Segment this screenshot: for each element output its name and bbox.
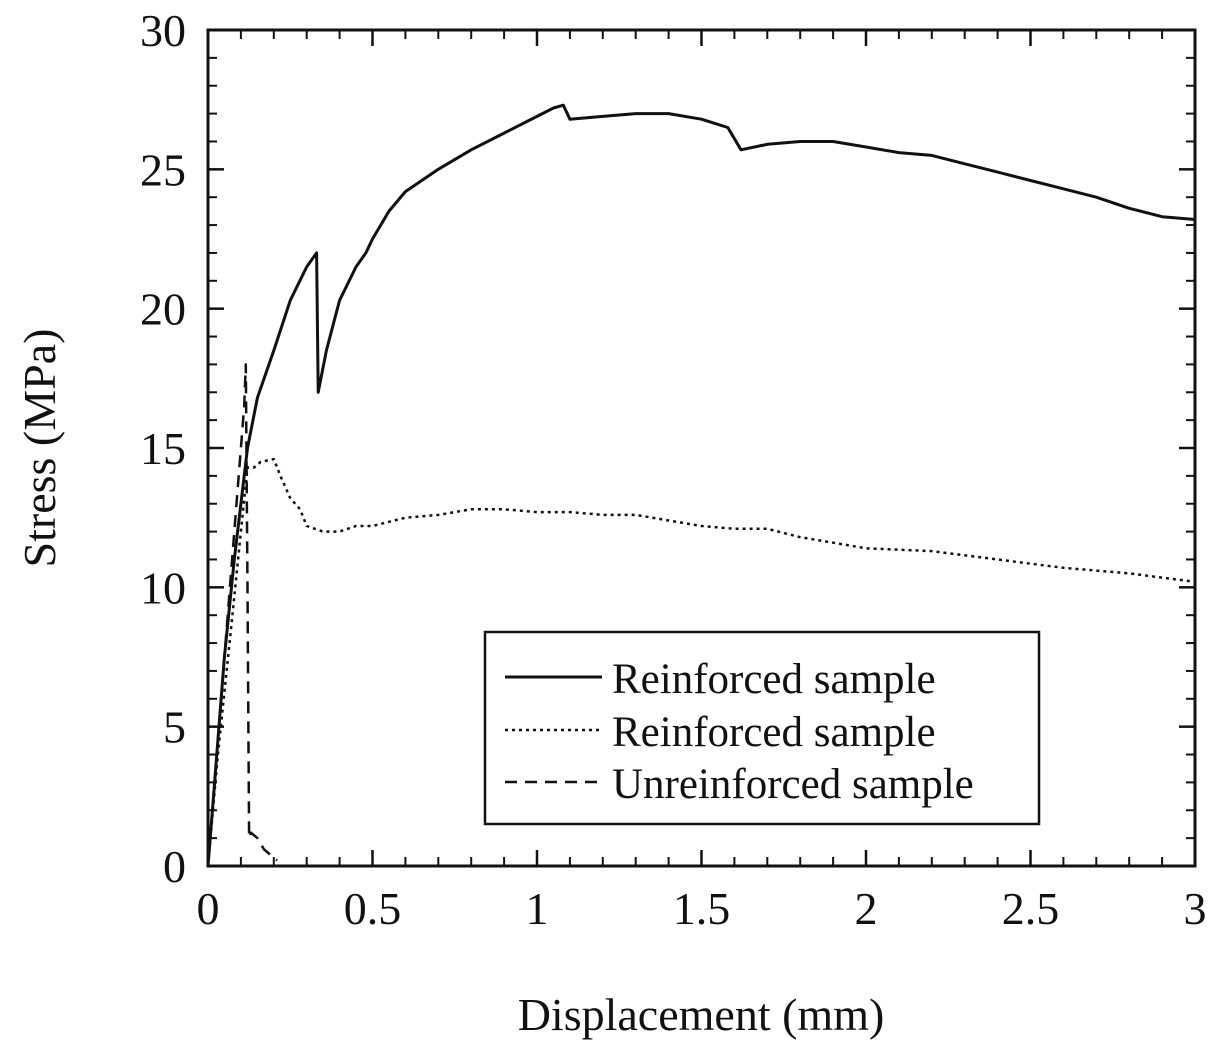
series-line-reinforced-dotted — [206, 457, 1196, 867]
major-ticks — [206, 28, 1197, 868]
legend: Reinforced sample Reinforced sample Unre… — [483, 630, 1041, 826]
y-axis-title: Stress (MPa) — [14, 329, 65, 568]
y-tick-label: 0 — [163, 841, 186, 892]
y-tick-labels: 0 5 10 15 20 25 30 — [140, 5, 186, 892]
y-tick-label: 30 — [140, 5, 186, 56]
y-tick-label: 25 — [140, 144, 186, 195]
minor-ticks — [208, 30, 1195, 866]
y-tick-label: 20 — [140, 284, 186, 335]
x-tick-label: 2 — [855, 883, 878, 934]
series-line-reinforced-solid — [206, 103, 1196, 867]
x-axis-title: Displacement (mm) — [518, 989, 885, 1040]
legend-label-reinforced-solid: Reinforced sample — [612, 656, 936, 703]
legend-box — [483, 630, 1041, 826]
x-tick-label: 0.5 — [344, 883, 402, 934]
x-tick-label: 0 — [197, 883, 220, 934]
x-tick-label: 2.5 — [1002, 883, 1060, 934]
legend-label-reinforced-dotted: Reinforced sample — [612, 709, 936, 756]
x-tick-label: 1.5 — [673, 883, 731, 934]
x-tick-labels: 0 0.5 1 1.5 2 2.5 3 — [197, 883, 1207, 934]
y-tick-label: 5 — [163, 702, 186, 753]
y-tick-label: 10 — [140, 562, 186, 613]
series-lines — [206, 103, 1196, 867]
y-tick-label: 15 — [140, 423, 186, 474]
x-tick-label: 1 — [526, 883, 549, 934]
legend-label-unreinforced-dashed: Unreinforced sample — [612, 761, 974, 808]
series-line-unreinforced-dashed — [206, 363, 278, 867]
x-tick-label: 3 — [1184, 883, 1207, 934]
